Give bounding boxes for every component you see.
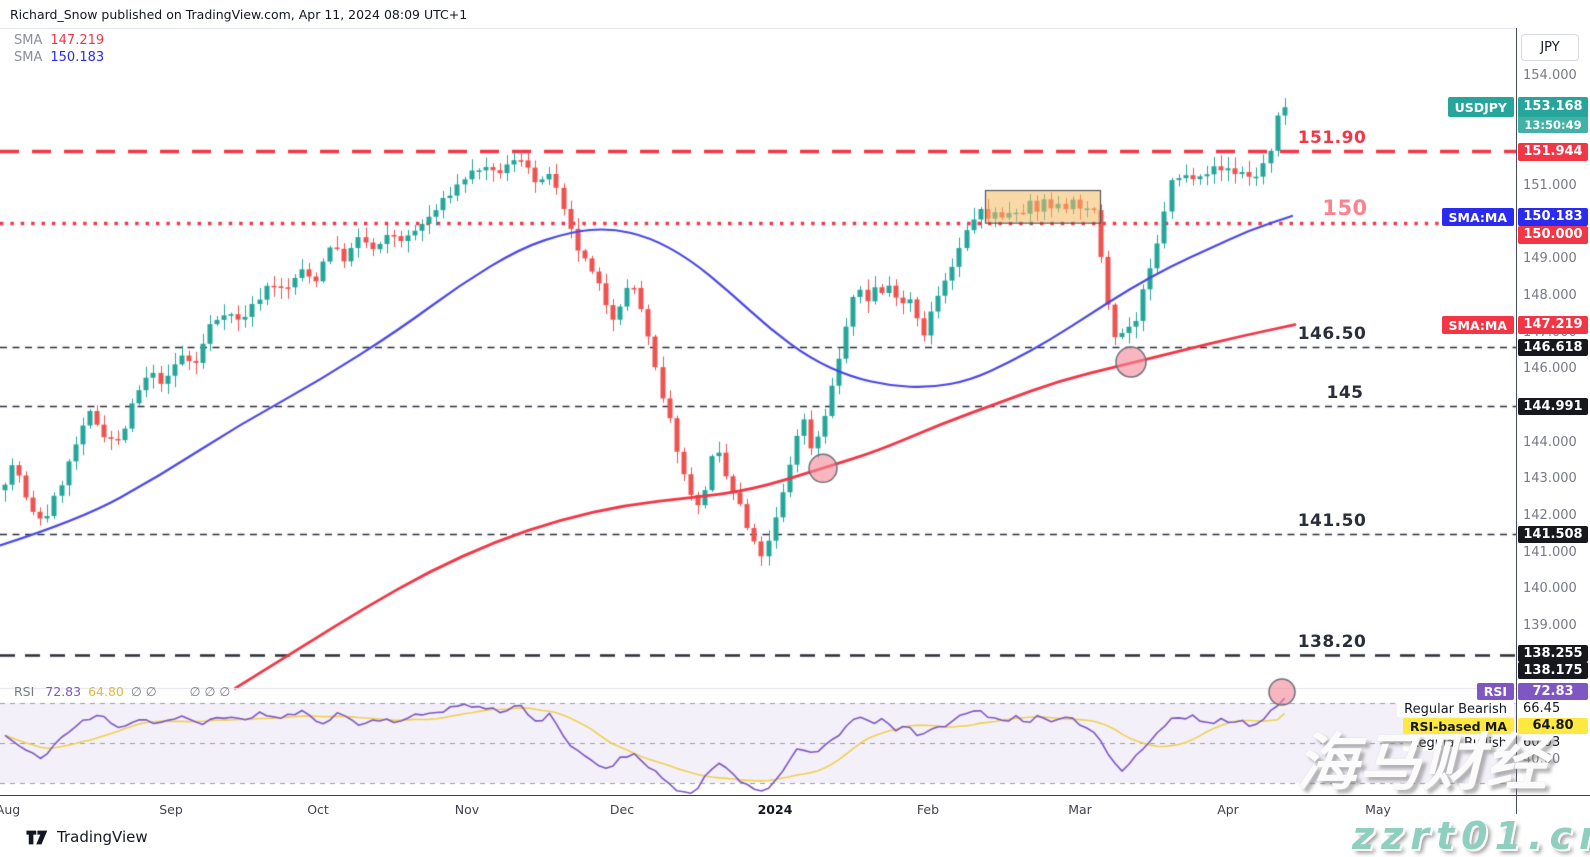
rsi-legend-value-2: 64.80 [88,684,124,699]
time-label-Apr: Apr [1217,802,1239,817]
price-tick-146.000: 146.000 [1523,361,1577,377]
time-label-Feb: Feb [916,802,940,817]
sma-legend-row-1[interactable]: SMA 147.219 [14,32,104,49]
level-label-138.20: 138.20 [1297,631,1367,652]
rsi-legend-value-1: 72.83 [45,684,82,699]
time-label-Dec: Dec [609,802,635,817]
chart-area: SMA 147.219 SMA 150.183 RSI 72.83 64.80 ∅ ∅ ∅ … [0,28,1516,795]
sma-legend-name: SMA [14,50,43,65]
axis-label-regular-bearish: Regular Bearish [1397,701,1514,717]
rsi-indicator-legend[interactable]: RSI 72.83 64.80 ∅ ∅ ∅ ∅ ∅ [14,684,237,699]
axis-label-sma-slow: SMA:MA [1441,208,1514,226]
publish-header: Richard_Snow published on TradingView.co… [0,0,1590,29]
time-axis[interactable]: Aug Sep Oct Nov Dec 2024 Feb Mar Apr May [0,795,1590,823]
time-label-Mar: Mar [1068,802,1092,817]
axis-label-sma-fast: SMA:MA [1441,316,1514,334]
price-tick-139.000: 139.000 [1523,618,1577,634]
time-label-May: May [1365,802,1391,817]
sma-legend-name: SMA [14,33,43,48]
price-tick-143.000: 143.000 [1523,471,1577,487]
price-axis-border [1516,28,1517,814]
axis-value-regular-bullish: 60.03 [1523,735,1561,750]
sma-legend-value: 150.183 [50,50,105,65]
time-label-Nov: Nov [454,802,480,817]
axis-label-rsi-based-ma: RSI-based MA [1402,718,1514,734]
axis-value-sma-fast: 147.219 [1518,316,1588,334]
level-label-141.50: 141.50 [1297,511,1367,532]
price-tick-148.000: 148.000 [1523,288,1577,303]
price-tick-149.000: 149.000 [1523,251,1577,267]
axis-value-usdjpy: 153.168 13:50:49 [1518,97,1588,133]
indicator-legend: SMA 147.219 SMA 150.183 [14,32,104,66]
axis-value-rsi: 72.83 [1518,683,1588,700]
time-label-Oct: Oct [307,802,329,817]
currency-toggle-button[interactable]: JPY [1521,34,1579,61]
axis-value-level-141508: 141.508 [1518,526,1588,543]
axis-label-rsi: RSI [1476,683,1514,700]
sma-legend-row-2[interactable]: SMA 150.183 [14,49,104,66]
axis-value-level-151944: 151.944 [1518,143,1588,161]
time-label-Aug: Aug [0,802,21,817]
level-label-150: 150 [1322,195,1368,220]
rsi-legend-value-3: ∅ ∅ [130,684,157,699]
tradingview-logo-icon [26,830,48,844]
axis-label-usdjpy: USDJPY [1447,97,1514,117]
level-label-145: 145 [1326,383,1364,404]
price-tick-154.000: 154.000 [1523,67,1577,83]
axis-value-regular-bearish: 66.45 [1523,701,1561,716]
level-label-146.50: 146.50 [1297,323,1367,344]
axis-value-rsi-based-ma: 64.80 [1518,718,1588,734]
rsi-legend-value-4: ∅ ∅ ∅ [189,684,231,699]
level-label-151.90: 151.90 [1297,128,1367,149]
axis-value-level-144991: 144.991 [1518,398,1588,415]
publish-title: Richard_Snow published on TradingView.co… [10,7,468,22]
rsi-legend-name: RSI [14,684,35,699]
price-tick-151.000: 151.000 [1523,178,1577,193]
axis-label-regular-bullish: Regular Bullish [1403,735,1514,751]
time-label-Sep: Sep [159,802,183,817]
axis-value-sma-slow: 150.183 [1518,208,1588,226]
tradingview-logo-text: TradingView [57,828,148,846]
sma-legend-value: 147.219 [50,33,105,48]
price-tick-141.000: 141.000 [1523,544,1577,560]
tradingview-logo[interactable]: TradingView [26,828,148,846]
axis-value-level-138255: 138.255 [1518,645,1588,662]
price-tick-142.000: 142.000 [1523,508,1577,524]
price-tick-140.000: 140.000 [1523,581,1577,597]
footer: TradingView [0,822,1590,857]
axis-value-time: 13:50:49 [1518,117,1588,133]
axis-value-rsi-40: 40.00 [1523,752,1561,767]
price-tick-144.000: 144.000 [1523,434,1577,450]
price-axis[interactable]: JPY 154.000151.000149.000148.000147.0001… [1517,28,1590,795]
price-chart-canvas[interactable] [0,28,1516,795]
axis-value-level-138175: 138.175 [1518,662,1588,679]
axis-value-level-146618: 146.618 [1518,339,1588,356]
time-label-2024: 2024 [757,802,793,817]
axis-value-level-150000: 150.000 [1518,226,1588,244]
